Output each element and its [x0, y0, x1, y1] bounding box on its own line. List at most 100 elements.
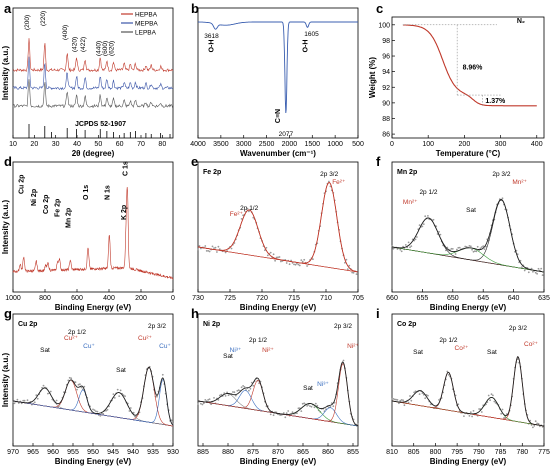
x-tick-label: 885: [197, 449, 209, 456]
data-point: [264, 249, 266, 252]
x-tick-label: 870: [272, 449, 284, 456]
annotation: 2p 3/2: [320, 171, 338, 178]
y-tick-label: 96: [382, 54, 390, 61]
data-point: [207, 398, 210, 401]
data-point: [450, 247, 453, 250]
data-point: [469, 411, 472, 414]
data-point: [248, 210, 250, 213]
data-point: [490, 393, 493, 396]
data-point: [501, 408, 504, 411]
data-point: [344, 261, 346, 264]
x-tick-label: 60: [116, 141, 124, 148]
x-tick-label: 660: [386, 295, 398, 302]
x-tick-label: 875: [247, 449, 259, 456]
data-point: [249, 387, 252, 390]
x-tick-label: 710: [320, 295, 332, 302]
data-point: [198, 245, 201, 247]
panel-i: [391, 313, 545, 447]
data-point: [99, 415, 102, 417]
annotation: Sat: [466, 207, 476, 214]
data-point: [112, 393, 115, 395]
x-axis-label: Binding Energy (eV): [55, 457, 132, 466]
x-tick-label: 100: [422, 141, 434, 148]
data-point: [463, 415, 465, 417]
plot-frame-g: [12, 313, 174, 447]
peak-label: O 1s: [83, 185, 90, 200]
annotation: 2p 3/2: [334, 323, 352, 330]
annotation: Cu⁺: [159, 343, 171, 350]
fit-component: [12, 379, 174, 426]
data-point: [427, 394, 429, 397]
x-tick-label: 965: [27, 449, 39, 456]
data-point: [469, 245, 472, 248]
data-point: [224, 251, 227, 254]
data-point: [309, 405, 311, 407]
x-tick-label: 200: [135, 295, 147, 302]
data-point: [500, 412, 503, 415]
fit-component: [12, 387, 174, 427]
x-tick-label: 720: [256, 295, 268, 302]
data-point: [265, 246, 268, 249]
annotation: Sat: [413, 349, 423, 356]
data-point: [487, 394, 490, 397]
data-point: [13, 402, 16, 405]
legend-entry: LEPBA: [135, 30, 157, 37]
data-point: [427, 215, 429, 217]
xrd-trace-lepba: [12, 79, 174, 109]
data-point: [351, 271, 354, 274]
fit-envelope: [197, 182, 358, 273]
data-point: [540, 267, 543, 270]
annotation: Sat: [223, 353, 233, 360]
panel-c: [391, 16, 545, 139]
panel-g: [12, 313, 174, 447]
annotation: 2p 3/2: [509, 325, 527, 332]
panel-title: Co 2p: [397, 321, 416, 328]
data-point: [269, 251, 272, 254]
data-point: [300, 410, 303, 412]
x-tick-label: 800: [39, 295, 51, 302]
x-tick-label: 945: [107, 449, 119, 456]
data-point: [501, 197, 504, 200]
xrd-trace-hepba: [12, 38, 174, 73]
data-point: [413, 391, 415, 394]
data-point: [402, 399, 404, 402]
data-point: [67, 379, 70, 382]
data-point: [35, 394, 38, 397]
data-point: [396, 399, 399, 401]
annotation: 2p 1/2: [240, 205, 258, 212]
data-point: [272, 414, 275, 417]
data-point: [414, 390, 417, 393]
data-point: [200, 402, 202, 405]
peak-label: (400): [62, 25, 69, 40]
panel-label-i: i: [376, 306, 380, 321]
plot-frame-h: [197, 313, 359, 447]
data-point: [313, 406, 316, 409]
peak-label: (420): [72, 37, 79, 52]
data-point: [217, 245, 220, 248]
y-tick-label: 92: [382, 85, 390, 92]
x-tick-label: 935: [147, 449, 159, 456]
panel-label-b: b: [191, 1, 199, 16]
data-point: [291, 411, 294, 414]
data-point: [93, 409, 96, 411]
x-tick-label: 2000: [282, 141, 298, 148]
data-point: [472, 410, 475, 412]
x-tick-label: 940: [127, 449, 139, 456]
data-point: [23, 399, 26, 402]
x-axis-label: Wavenumber (cm⁻¹): [240, 149, 316, 158]
x-tick-label: 795: [451, 449, 463, 456]
panel-label-c: c: [376, 1, 383, 16]
annotation: 2p 3/2: [148, 323, 166, 330]
x-tick-label: 705: [352, 295, 364, 302]
data-point: [348, 264, 351, 267]
annotation: Sat: [40, 347, 50, 354]
x-axis-label: Temperature (°C): [436, 149, 501, 158]
x-axis-label: 2θ (degree): [72, 149, 115, 158]
data-point: [274, 259, 276, 262]
data-point: [454, 253, 457, 255]
data-point: [202, 402, 205, 405]
data-point: [197, 248, 199, 251]
data-point: [285, 412, 288, 415]
panel-label-h: h: [191, 306, 199, 321]
data-point: [237, 389, 240, 392]
